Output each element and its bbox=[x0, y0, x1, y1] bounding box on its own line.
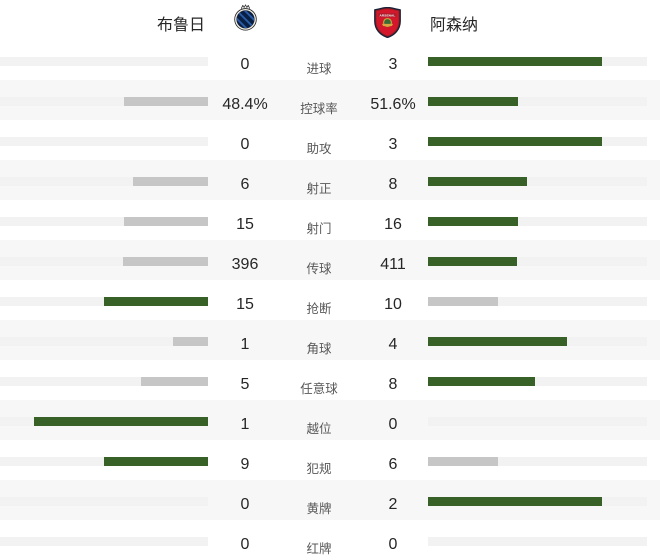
svg-text:ARSENAL: ARSENAL bbox=[380, 13, 396, 17]
